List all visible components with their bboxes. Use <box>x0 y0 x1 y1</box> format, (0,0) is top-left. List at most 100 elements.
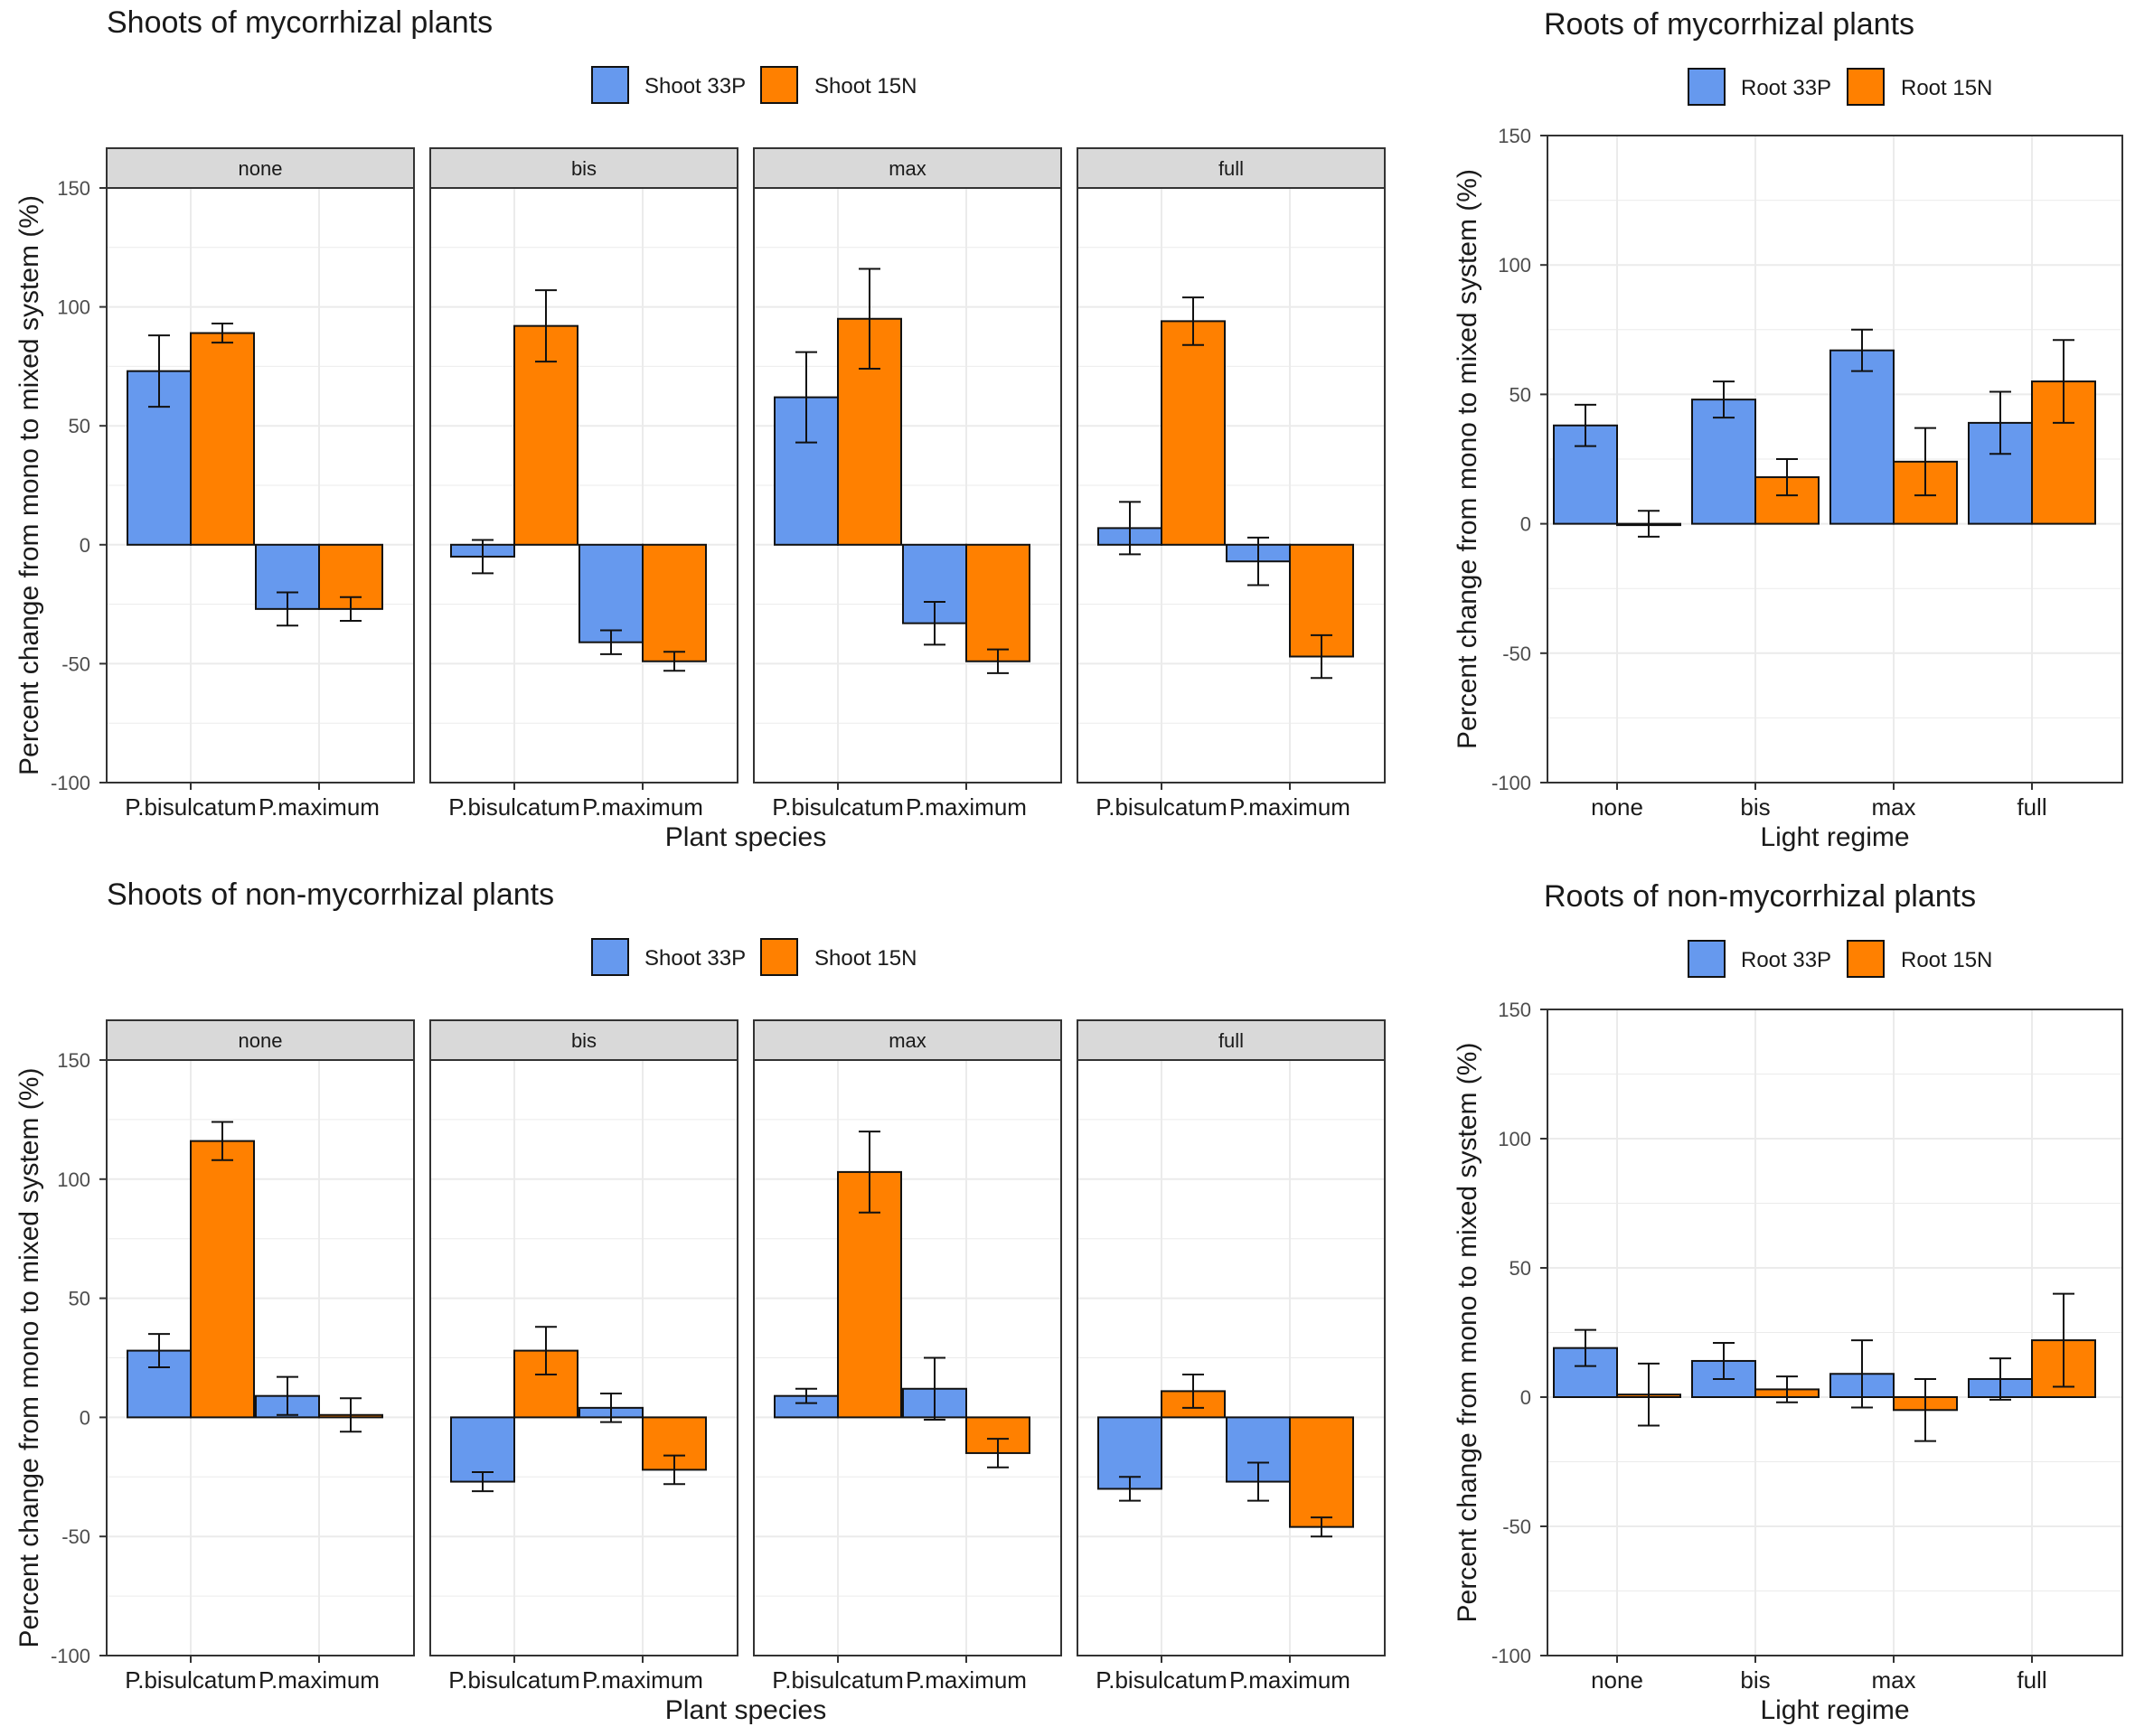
panel-border <box>753 1059 1062 1656</box>
facet-label: full <box>1218 157 1244 180</box>
y-tick-label: -50 <box>1502 1515 1531 1538</box>
bar-15n <box>1289 1416 1354 1528</box>
panel-border <box>106 1059 415 1656</box>
x-tick-label: P.bisulcatum <box>125 1666 257 1694</box>
legend-key-blue <box>591 938 629 976</box>
y-axis-title: Percent change from mono to mixed system… <box>14 195 44 775</box>
legend-label: Root 15N <box>1901 76 1992 100</box>
legend-key-blue <box>591 66 629 104</box>
x-axis-title: Plant species <box>665 1695 826 1725</box>
x-tick-label: full <box>2017 793 2046 821</box>
y-tick-label: 100 <box>1498 254 1531 277</box>
x-axis-title: Light regime <box>1760 1695 1909 1725</box>
facet-label: none <box>239 1029 283 1052</box>
panel-border <box>429 187 738 784</box>
y-tick-label: -100 <box>51 1645 90 1667</box>
x-tick-label: bis <box>1740 793 1770 821</box>
y-axis-title: Percent change from mono to mixed system… <box>1453 169 1482 749</box>
x-tick-label: P.maximum <box>582 1666 703 1694</box>
x-tick-label: P.bisulcatum <box>772 793 904 821</box>
y-tick-label: -100 <box>1491 1645 1531 1667</box>
facet-label: bis <box>571 1029 597 1052</box>
x-tick-label: P.maximum <box>1229 793 1350 821</box>
facet-strip <box>106 147 415 189</box>
x-tick-label: P.bisulcatum <box>448 1666 580 1694</box>
x-tick-label: none <box>1591 793 1643 821</box>
x-tick-label: P.bisulcatum <box>1096 1666 1227 1694</box>
y-tick-label: 150 <box>1498 999 1531 1021</box>
bar-15n <box>965 543 1030 662</box>
x-tick-label: P.bisulcatum <box>1096 793 1227 821</box>
bar-33p <box>1829 349 1895 525</box>
y-tick-label: -50 <box>1502 643 1531 665</box>
legend-key-orange <box>1847 940 1885 978</box>
chart-title: Shoots of mycorrhizal plants <box>107 5 493 40</box>
y-tick-label: 50 <box>1510 383 1531 406</box>
legend-key-orange <box>1847 68 1885 106</box>
y-axis-title: Percent change from mono to mixed system… <box>1453 1043 1482 1623</box>
x-tick-label: max <box>1871 793 1915 821</box>
x-axis-title: Light regime <box>1760 822 1909 852</box>
legend-label: Shoot 33P <box>644 74 746 99</box>
facet-strip <box>1077 1019 1386 1061</box>
bar-15n <box>642 543 707 662</box>
x-tick-label: P.maximum <box>906 793 1027 821</box>
facet-label: full <box>1218 1029 1244 1052</box>
y-tick-label: 150 <box>1498 125 1531 147</box>
x-tick-label: none <box>1591 1666 1643 1694</box>
facet-label: bis <box>571 157 597 180</box>
panel-border <box>106 187 415 784</box>
y-tick-label: 50 <box>1510 1257 1531 1280</box>
x-tick-label: P.maximum <box>906 1666 1027 1694</box>
x-tick-label: P.bisulcatum <box>448 793 580 821</box>
x-axis-title: Plant species <box>665 822 826 852</box>
panel-border <box>753 187 1062 784</box>
x-tick-label: P.bisulcatum <box>125 793 257 821</box>
legend-key-orange <box>760 66 798 104</box>
facet-strip <box>753 147 1062 189</box>
y-tick-label: 0 <box>80 1406 90 1429</box>
panel-border <box>429 1059 738 1656</box>
y-tick-label: -100 <box>51 772 90 794</box>
y-tick-label: 50 <box>69 1288 90 1310</box>
y-tick-label: 0 <box>1520 1386 1531 1409</box>
y-tick-label: -50 <box>61 652 90 675</box>
bar-15n <box>1161 320 1226 546</box>
x-tick-label: full <box>2017 1666 2046 1694</box>
panel-border <box>1547 1009 2123 1656</box>
y-tick-label: 150 <box>57 1049 90 1072</box>
y-tick-label: 0 <box>80 534 90 557</box>
facet-strip <box>429 147 738 189</box>
x-tick-label: P.maximum <box>259 793 380 821</box>
legend-label: Shoot 15N <box>814 74 917 99</box>
y-tick-label: 50 <box>69 415 90 437</box>
legend-label: Root 33P <box>1741 948 1831 972</box>
chart-title: Shoots of non-mycorrhizal plants <box>107 877 554 912</box>
facet-label: none <box>239 157 283 180</box>
y-tick-label: -100 <box>1491 772 1531 794</box>
legend-label: Root 15N <box>1901 948 1992 972</box>
y-axis-title: Percent change from mono to mixed system… <box>14 1068 44 1648</box>
legend-key-orange <box>760 938 798 976</box>
y-tick-label: 0 <box>1520 513 1531 536</box>
legend-label: Shoot 33P <box>644 946 746 971</box>
x-tick-label: max <box>1871 1666 1915 1694</box>
facet-strip <box>1077 147 1386 189</box>
x-tick-label: P.maximum <box>259 1666 380 1694</box>
legend-label: Shoot 15N <box>814 946 917 971</box>
panel-border <box>1077 187 1386 784</box>
legend-label: Root 33P <box>1741 76 1831 100</box>
chart-title: Roots of mycorrhizal plants <box>1544 7 1914 42</box>
y-tick-label: 100 <box>1498 1128 1531 1150</box>
facet-label: max <box>889 157 926 180</box>
y-tick-label: 100 <box>57 296 90 319</box>
bar-15n <box>190 1140 255 1419</box>
legend-key-blue <box>1688 940 1726 978</box>
x-tick-label: P.maximum <box>582 793 703 821</box>
x-tick-label: P.maximum <box>1229 1666 1350 1694</box>
y-tick-label: 150 <box>57 177 90 200</box>
panel-border <box>1547 135 2123 784</box>
y-tick-label: 100 <box>57 1168 90 1191</box>
chart-title: Roots of non-mycorrhizal plants <box>1544 879 1976 914</box>
